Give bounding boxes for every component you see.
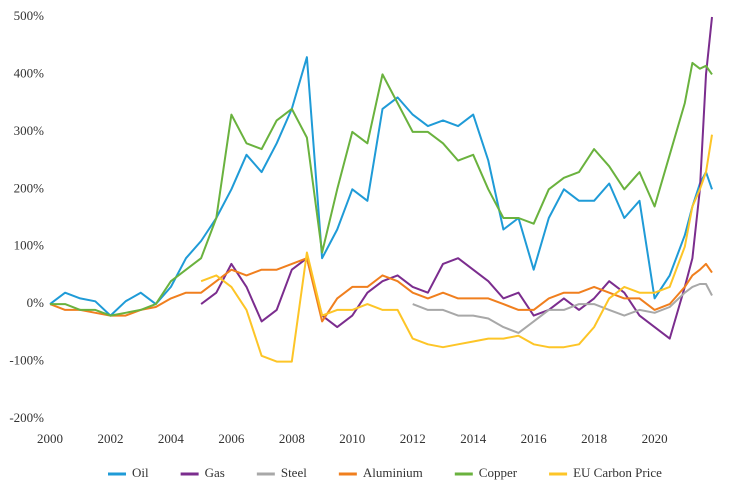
- x-tick-label: 2010: [339, 431, 365, 446]
- series-line: [200, 134, 713, 363]
- x-tick-label: 2012: [400, 431, 426, 446]
- y-tick-label: 0%: [27, 295, 45, 310]
- series-line: [50, 61, 713, 317]
- legend-label: Copper: [479, 465, 518, 480]
- y-tick-label: -100%: [9, 353, 44, 368]
- legend-label: Steel: [281, 465, 307, 480]
- legend-label: Gas: [205, 465, 225, 480]
- y-tick-label: 200%: [14, 180, 45, 195]
- series-line: [200, 16, 713, 340]
- y-tick-label: 500%: [14, 8, 45, 23]
- x-tick-label: 2008: [279, 431, 305, 446]
- series-line: [412, 283, 713, 334]
- legend-label: Oil: [132, 465, 149, 480]
- legend-label: EU Carbon Price: [573, 465, 662, 480]
- y-tick-label: 100%: [14, 238, 45, 253]
- x-tick-label: 2016: [521, 431, 548, 446]
- x-tick-label: 2000: [37, 431, 63, 446]
- legend-label: Aluminium: [363, 465, 423, 480]
- x-tick-label: 2004: [158, 431, 185, 446]
- legend: Oil Gas Steel Aluminium Copper EU Carbon Pric…: [108, 465, 662, 480]
- x-tick-label: 2014: [460, 431, 487, 446]
- x-tick-label: 2018: [581, 431, 607, 446]
- series-line: [49, 257, 713, 323]
- series-line: [49, 56, 713, 317]
- x-tick-label: 2020: [642, 431, 668, 446]
- y-tick-label: 400%: [14, 65, 45, 80]
- y-tick-label: 300%: [14, 123, 45, 138]
- y-tick-label: -200%: [9, 410, 44, 425]
- x-tick-label: 2006: [218, 431, 245, 446]
- x-tick-label: 2002: [97, 431, 123, 446]
